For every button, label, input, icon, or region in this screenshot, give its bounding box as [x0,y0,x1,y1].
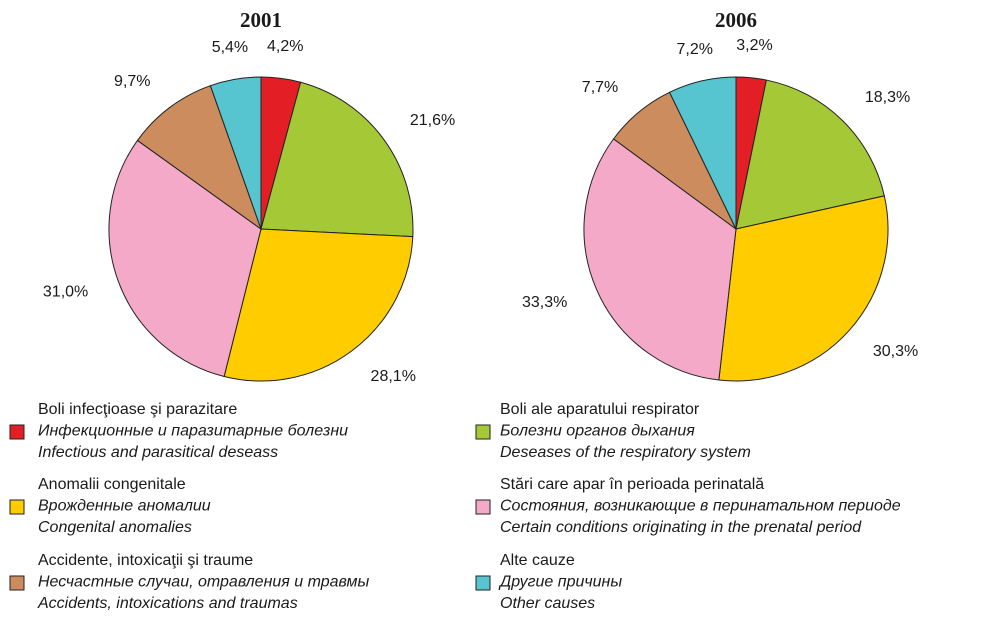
legend-label: Anomalii congenitale [38,476,186,493]
legend-swatch [9,499,25,515]
legend-label: Certain conditions originating in the pr… [500,519,862,536]
pie-slice [735,79,885,230]
pie-slice [260,81,414,238]
data-label: 18,3% [865,89,910,106]
legend-label: Deseases of the respiratory system [500,444,751,461]
data-label: 3,2% [736,37,772,54]
legend-label: Boli ale aparatului respirator [500,401,700,418]
legend-label: Stări care apar în perioada perinatală [500,476,764,493]
chart-title: 2001 [240,8,282,32]
pie-slice [108,139,262,378]
legend-label: Boli infecţioase şi parazitare [38,401,237,418]
legend-label: Accidents, intoxications and traumas [37,595,298,612]
legend-label: Alte cauze [500,552,575,569]
legend-label: Other causes [500,595,595,612]
legend-label: Infectious and parasitical deseass [38,444,278,461]
pie-slice [718,195,889,382]
pie-slice [583,138,737,381]
data-label: 28,1% [371,368,416,385]
data-label: 33,3% [522,294,567,311]
data-label: 7,7% [582,79,618,96]
pie-slice [209,76,262,230]
legend-label: Инфекционные и паразитарные болезни [38,423,348,440]
legend-label: Состояния, возникающие в перинатальном п… [500,498,901,515]
pie-slice [668,76,737,230]
legend-swatch [475,575,491,591]
legend-label: Болезни органов дыхания [500,423,695,440]
legend-swatch [475,424,491,440]
legend-label: Другие причины [498,574,622,591]
legend-swatch [475,499,491,515]
data-label: 30,3% [873,343,918,360]
pie-slice [136,85,263,231]
data-label: 21,6% [410,112,455,129]
data-label: 4,2% [267,38,303,55]
legend-swatch [9,575,25,591]
legend-label: Congenital anomalies [38,519,192,536]
legend-label: Несчастные случаи, отравления и травмы [38,574,370,591]
chart-title: 2006 [715,8,757,32]
data-label: 31,0% [43,284,88,301]
data-label: 5,4% [212,39,248,56]
legend-label: Врожденные аномалии [38,498,211,515]
legend-swatch [9,424,25,440]
pie-slice [223,228,414,382]
data-label: 9,7% [114,73,150,90]
legend-label: Accidente, intoxicaţii şi traume [38,552,253,569]
data-label: 7,2% [676,41,712,58]
